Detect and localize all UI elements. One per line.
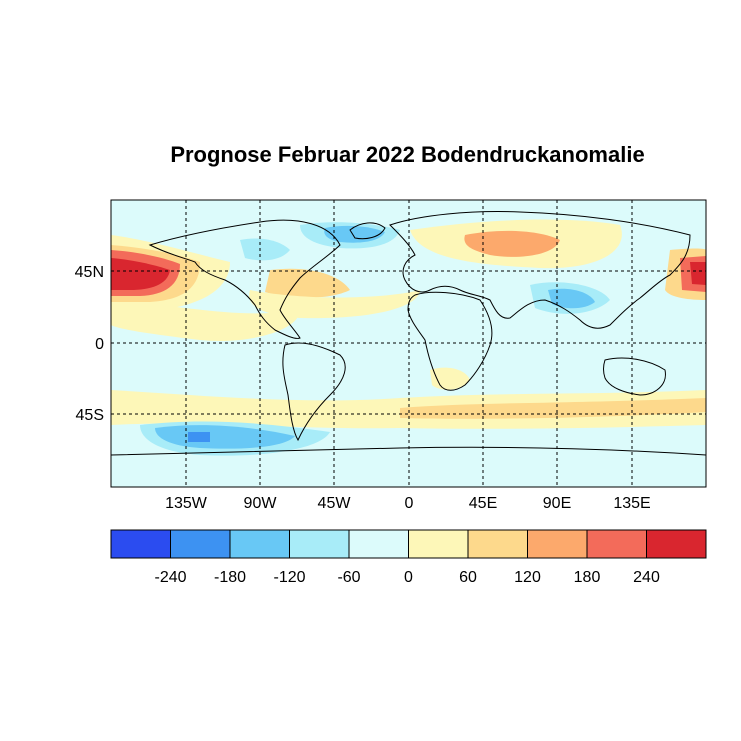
colorbar-swatch — [348, 529, 409, 559]
lon-label-90w: 90W — [244, 495, 278, 512]
colorbar-swatch — [408, 529, 469, 559]
lon-label-135w: 135W — [165, 495, 208, 512]
colorbar-swatch — [646, 529, 707, 559]
colorbar-tick-label: 120 — [514, 569, 541, 586]
colorbar-swatch — [110, 529, 171, 559]
lon-label-0: 0 — [405, 495, 414, 512]
colorbar-swatch — [586, 529, 647, 559]
colorbar-tick-label: -60 — [337, 569, 360, 586]
lat-label-45n: 45N — [75, 264, 104, 281]
colorbar-tick-label: -120 — [273, 569, 305, 586]
lon-label-90e: 90E — [543, 495, 571, 512]
colorbar-swatch — [229, 529, 290, 559]
lon-label-45w: 45W — [318, 495, 352, 512]
colorbar-swatch — [289, 529, 350, 559]
lon-label-45e: 45E — [469, 495, 497, 512]
colorbar-tick-label: 60 — [459, 569, 477, 586]
colorbar-tick-label: -240 — [154, 569, 186, 586]
colorbar-swatch — [467, 529, 528, 559]
colorbar-swatch — [170, 529, 231, 559]
colorbar-tick-label: 180 — [574, 569, 601, 586]
coastlines — [111, 211, 706, 456]
colorbar-swatch — [527, 529, 588, 559]
colorbar-tick-label: -180 — [214, 569, 246, 586]
lon-label-135e: 135E — [613, 495, 650, 512]
anomaly-field — [111, 200, 706, 487]
colorbar-tick-label: 0 — [404, 569, 413, 586]
lat-label-0: 0 — [95, 336, 104, 353]
map-frame — [110, 199, 707, 488]
colorbar: -240 -180 -120 -60 0 60 120 180 240 — [110, 529, 707, 586]
lat-label-45s: 45S — [76, 407, 104, 424]
colorbar-tick-label: 240 — [633, 569, 660, 586]
chart-title: Prognose Februar 2022 Bodendruckanomalie — [170, 142, 645, 167]
